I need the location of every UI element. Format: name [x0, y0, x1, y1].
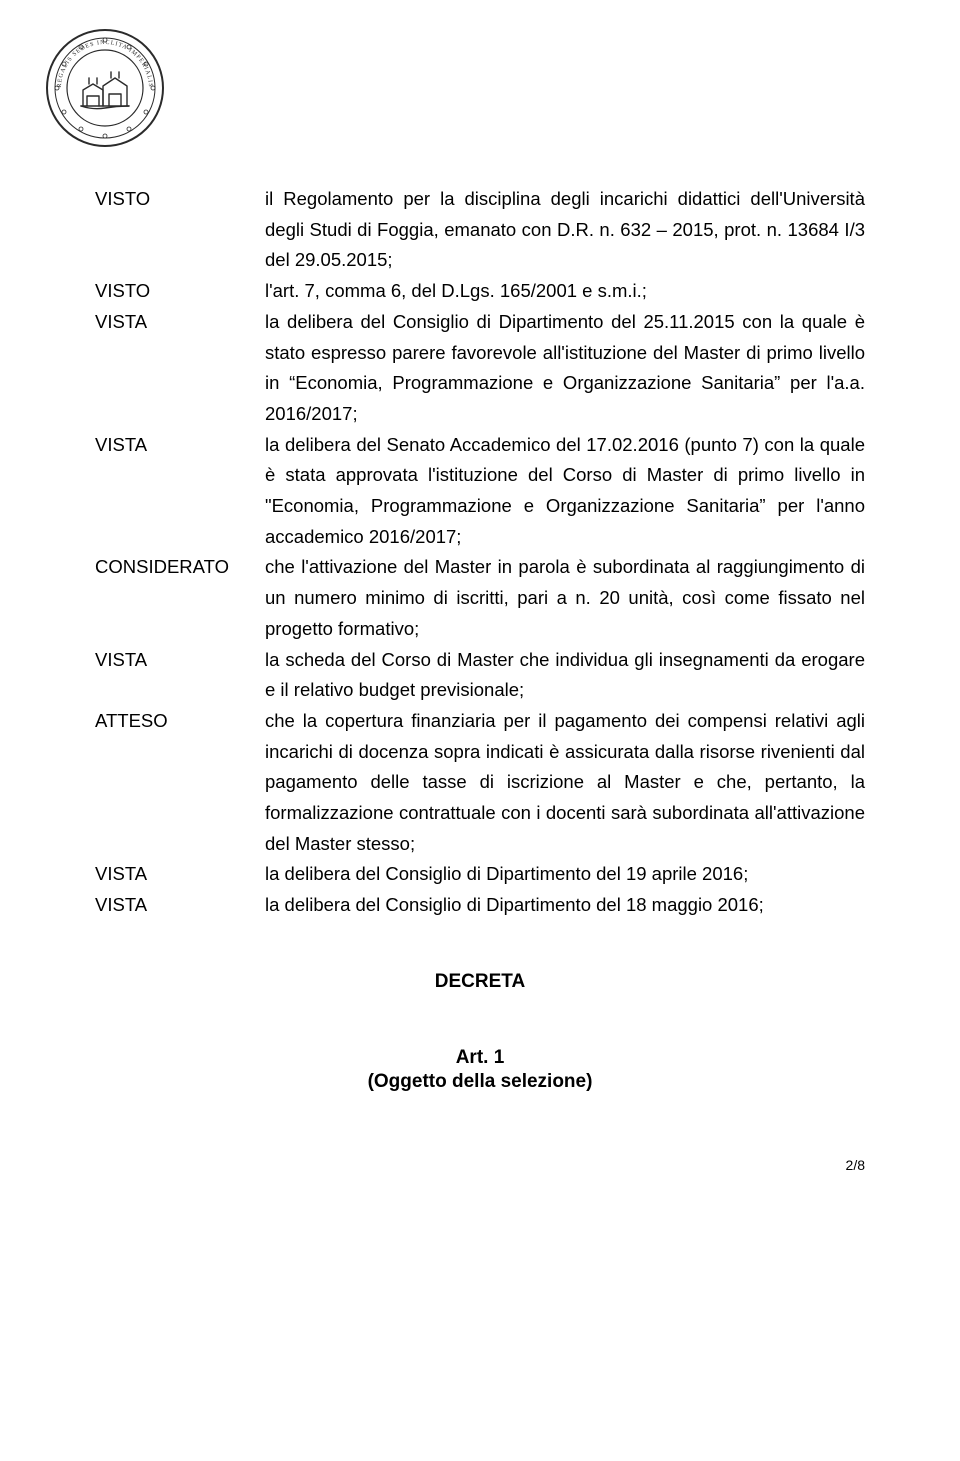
- recital-label: VISTA: [95, 430, 265, 461]
- recital-label: ATTESO: [95, 706, 265, 737]
- recital-row: VISTAla scheda del Corso di Master che i…: [95, 645, 865, 706]
- recital-row: VISTAla delibera del Senato Accademico d…: [95, 430, 865, 553]
- recital-body: che la copertura finanziaria per il paga…: [265, 706, 865, 860]
- recital-label: VISTA: [95, 307, 265, 338]
- page-number: 2/8: [95, 1157, 865, 1173]
- recital-body: la delibera del Consiglio di Dipartiment…: [265, 890, 865, 921]
- article-title: (Oggetto della selezione): [95, 1071, 865, 1093]
- recital-row: ATTESOche la copertura finanziaria per i…: [95, 706, 865, 860]
- article-number: Art. 1: [95, 1047, 865, 1069]
- recital-row: CONSIDERATOche l'attivazione del Master …: [95, 552, 865, 644]
- recital-body: l'art. 7, comma 6, del D.Lgs. 165/2001 e…: [265, 276, 865, 307]
- recital-body: il Regolamento per la disciplina degli i…: [265, 184, 865, 276]
- recital-label: VISTA: [95, 859, 265, 890]
- recital-label: VISTO: [95, 276, 265, 307]
- recital-body: la delibera del Consiglio di Dipartiment…: [265, 307, 865, 430]
- recital-label: VISTO: [95, 184, 265, 215]
- recital-row: VISTOl'art. 7, comma 6, del D.Lgs. 165/2…: [95, 276, 865, 307]
- recital-body: che l'attivazione del Master in parola è…: [265, 552, 865, 644]
- recital-label: VISTA: [95, 645, 265, 676]
- recital-body: la delibera del Consiglio di Dipartiment…: [265, 859, 865, 890]
- recital-body: la delibera del Senato Accademico del 17…: [265, 430, 865, 553]
- recital-label: CONSIDERATO: [95, 552, 265, 583]
- recital-row: VISTAla delibera del Consiglio di Dipart…: [95, 307, 865, 430]
- recital-label: VISTA: [95, 890, 265, 921]
- recital-row: VISTAla delibera del Consiglio di Dipart…: [95, 890, 865, 921]
- recitals-list: VISTOil Regolamento per la disciplina de…: [95, 184, 865, 921]
- svg-text:REGALIS SEDES INCLITA IMPERIAL: REGALIS SEDES INCLITA IMPERIALIS: [57, 40, 153, 88]
- decreta-heading: DECRETA: [95, 971, 865, 993]
- university-seal-icon: REGALIS SEDES INCLITA IMPERIALIS: [45, 28, 165, 148]
- recital-row: VISTAla delibera del Consiglio di Dipart…: [95, 859, 865, 890]
- recital-row: VISTOil Regolamento per la disciplina de…: [95, 184, 865, 276]
- recital-body: la scheda del Corso di Master che indivi…: [265, 645, 865, 706]
